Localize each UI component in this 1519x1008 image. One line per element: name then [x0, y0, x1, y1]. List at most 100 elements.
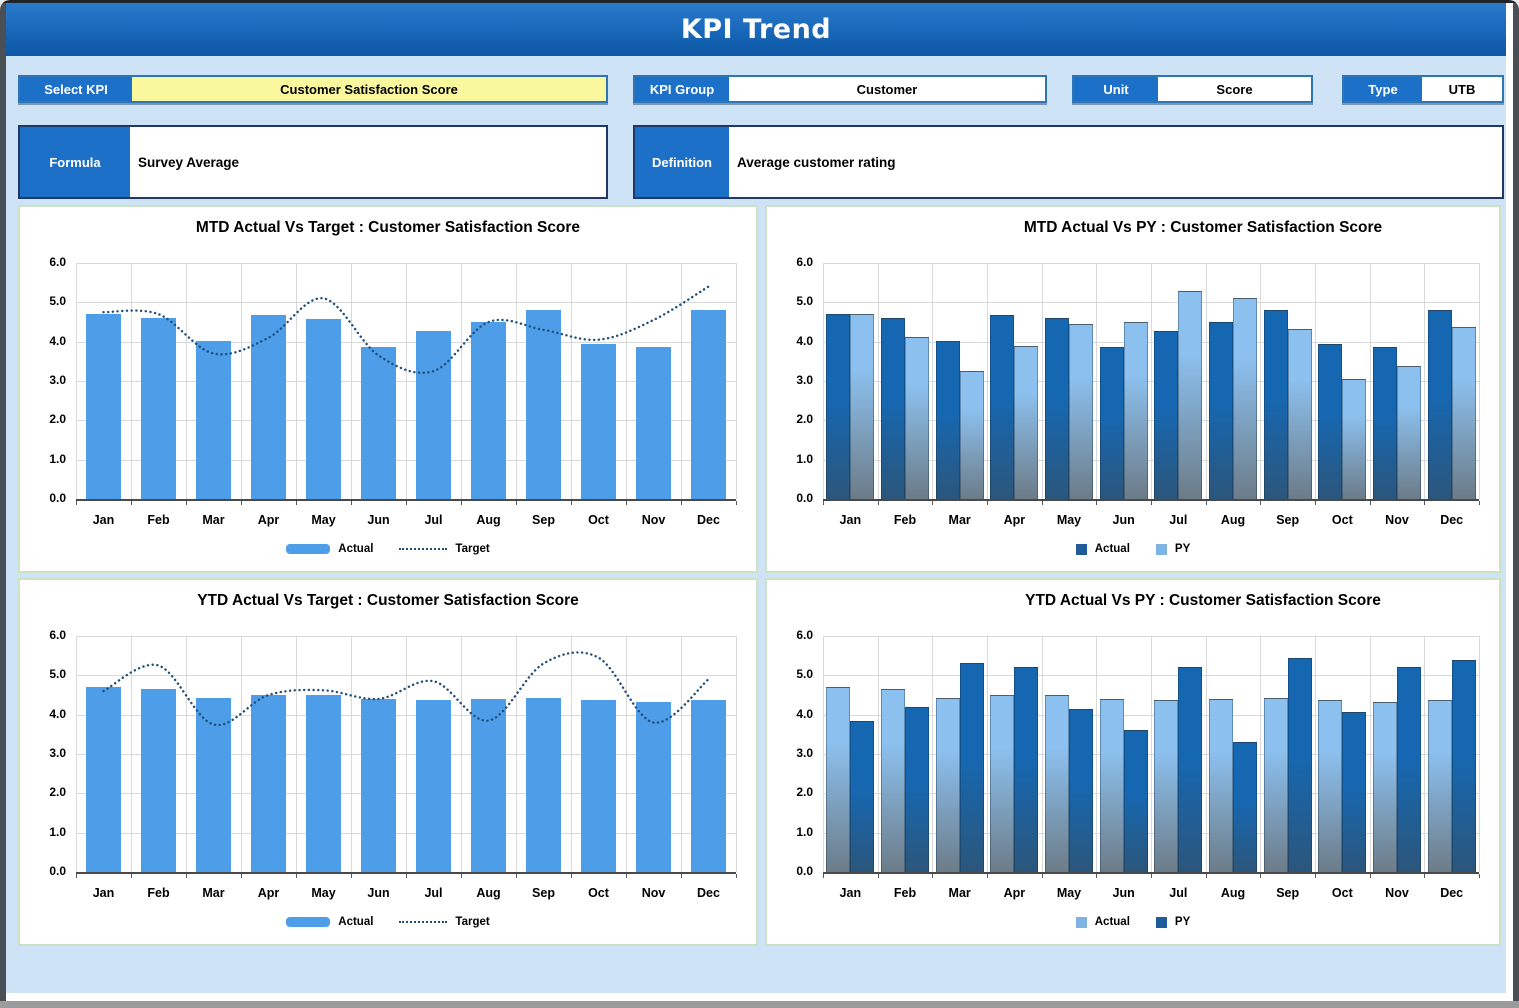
legend-label: PY [1174, 916, 1191, 928]
axis-tick-mark [516, 501, 517, 505]
plot-area [823, 636, 1480, 874]
axis-tick-mark [131, 874, 132, 878]
axis-tick-mark [461, 501, 462, 505]
gridline-vertical [1315, 263, 1316, 499]
axis-tick-mark [1096, 874, 1098, 878]
kpi-group-field: KPI Group Customer [633, 75, 1047, 103]
gridline-vertical [681, 636, 682, 872]
window-border-bottom [0, 1001, 1519, 1008]
gridline-vertical [351, 263, 352, 499]
y-tick-label: 4.0 [796, 333, 813, 348]
legend-swatch [399, 921, 448, 923]
legend-item-target: Target [399, 916, 490, 928]
x-tick-label: Jan [839, 513, 862, 527]
y-tick-label: 6.0 [796, 628, 813, 642]
x-tick-label: Jul [1169, 513, 1188, 527]
bar-actual-feb [880, 318, 905, 499]
gridline-vertical [1315, 636, 1316, 872]
x-tick-label: Oct [1331, 886, 1353, 900]
axis-tick-mark [823, 874, 824, 878]
x-tick-label: Jun [1112, 513, 1135, 527]
legend-item-target: Target [399, 543, 490, 555]
bar-py-aug [1233, 297, 1258, 499]
x-tick-label: Feb [893, 886, 917, 900]
gridline-vertical [932, 636, 934, 872]
legend-item-actual: Actual [1075, 916, 1130, 928]
page-title: KPI Trend [680, 14, 832, 45]
x-tick-label: Aug [476, 886, 501, 900]
plot-area [823, 263, 1480, 501]
bar-py-jun [1123, 322, 1148, 499]
bar-py-mar [959, 662, 984, 872]
bar-actual-aug [1208, 698, 1233, 872]
legend-label: Actual [1094, 916, 1130, 928]
x-tick-label: Oct [588, 513, 609, 527]
x-tick-label: May [311, 513, 336, 527]
bar-py-jan [850, 720, 875, 872]
x-tick-label: Sep [1276, 886, 1300, 900]
gridline-vertical [823, 636, 824, 872]
bar-py-dec [1451, 660, 1476, 872]
x-tick-label: Sep [532, 513, 555, 527]
chart-ytd-py: YTD Actual Vs PY : Customer Satisfaction… [767, 580, 1499, 944]
axis-tick-mark [296, 501, 297, 505]
bar-actual-aug [471, 698, 506, 872]
unit-field: Unit Score [1072, 75, 1313, 103]
y-tick-label: 1.0 [49, 451, 66, 466]
gridline-vertical [516, 636, 517, 872]
chart-panel-ytd-target: YTD Actual Vs Target : Customer Satisfac… [18, 578, 758, 946]
x-tick-label: Jun [367, 886, 390, 900]
unit-value: Score [1216, 81, 1253, 97]
x-tick-label: Jun [1112, 886, 1135, 900]
gridline-vertical [877, 263, 879, 499]
bar-actual-jul [416, 330, 451, 499]
chart-mtd-target: MTD Actual Vs Target : Customer Satisfac… [20, 207, 756, 571]
bar-actual-dec [1427, 700, 1452, 872]
gridline-vertical [571, 636, 572, 872]
kpi-group-value: Customer [856, 81, 918, 97]
gridline-vertical [76, 263, 77, 499]
gridline-vertical [571, 263, 572, 499]
target-line-path [102, 285, 710, 374]
y-tick-label: 3.0 [49, 746, 66, 760]
bar-actual-jul [1154, 700, 1179, 872]
x-tick-label: Nov [1385, 886, 1409, 900]
bar-actual-mar [935, 698, 960, 872]
bar-py-may [1069, 323, 1094, 499]
definition-field: Definition Average customer rating [633, 125, 1504, 199]
axis-tick-mark [736, 501, 737, 505]
gridline-vertical [1041, 636, 1043, 872]
bar-actual-oct [581, 700, 616, 872]
select-kpi-value[interactable]: Customer Satisfaction Score [132, 77, 606, 101]
axis-tick-mark [1205, 501, 1207, 505]
axis-tick-mark [186, 874, 187, 878]
window-border-right [1513, 0, 1519, 1001]
axis-tick-mark [1479, 501, 1480, 505]
gridline-vertical [1205, 263, 1207, 499]
y-tick-label: 5.0 [796, 294, 813, 309]
axis-tick-mark [626, 874, 627, 878]
x-tick-label: Apr [1003, 886, 1026, 900]
kpi-group-label: KPI Group [635, 77, 729, 101]
y-tick-label: 6.0 [796, 255, 813, 269]
legend-item-actual: Actual [1075, 543, 1130, 555]
bar-actual-apr [990, 695, 1015, 872]
axis-tick-mark [626, 501, 627, 505]
gridline-vertical [241, 263, 242, 499]
target-line [102, 285, 710, 374]
legend-label: Actual [1094, 543, 1130, 555]
gridline-vertical [461, 636, 462, 872]
gridline-vertical [516, 263, 517, 499]
y-tick-label: 1.0 [796, 824, 813, 839]
bar-py-jul [1178, 666, 1203, 872]
x-tick-label: Nov [641, 513, 666, 527]
axis-tick-mark [736, 874, 737, 878]
legend-label: Target [455, 543, 490, 555]
title-bar: KPI Trend [6, 3, 1506, 56]
y-tick-label: 5.0 [49, 294, 66, 309]
y-tick-label: 2.0 [49, 412, 66, 427]
y-tick-label: 4.0 [796, 706, 813, 721]
unit-label: Unit [1074, 77, 1158, 101]
formula-field: Formula Survey Average [18, 125, 608, 199]
